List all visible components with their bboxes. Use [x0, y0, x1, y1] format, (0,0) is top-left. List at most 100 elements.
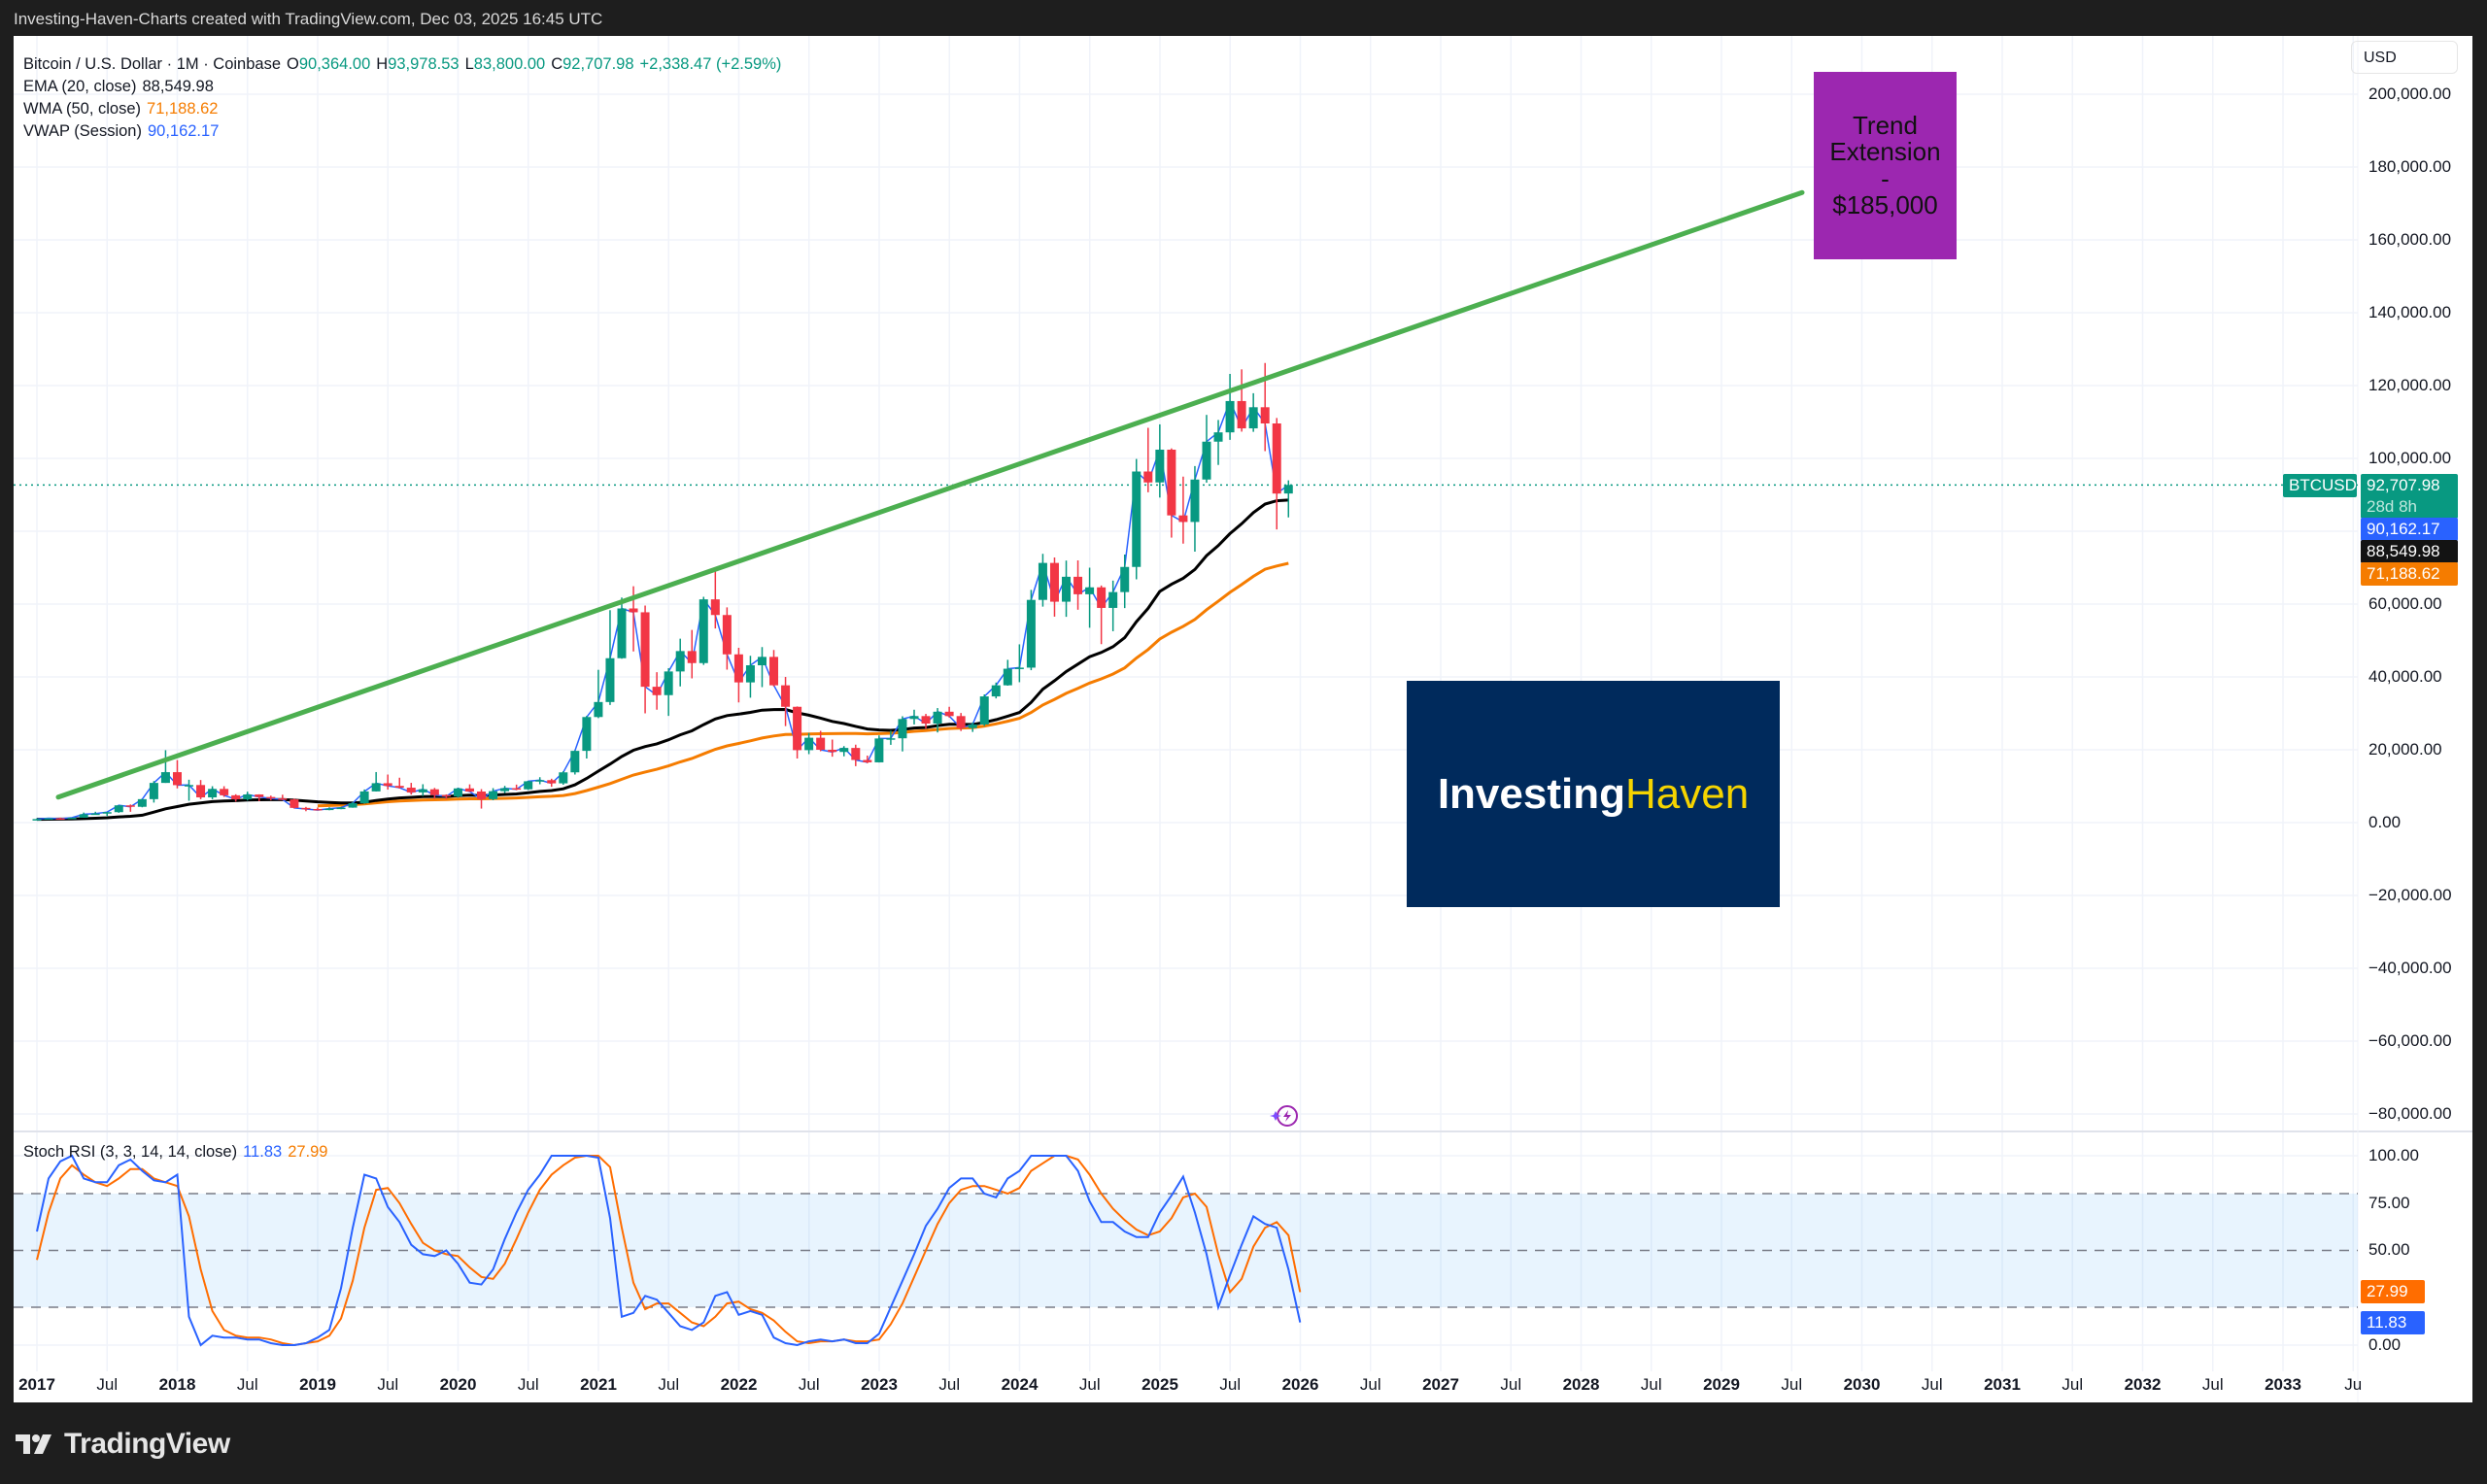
stoch-rsi-legend[interactable]: Stoch RSI (3, 3, 14, 14, close) 11.83 27.9… [23, 1143, 328, 1161]
candle-body [160, 772, 170, 784]
chart-panel[interactable]: Bitcoin / U.S. Dollar · 1M · Coinbase O90… [14, 36, 2472, 1402]
candle-body [32, 819, 42, 821]
ema-legend[interactable]: EMA (20, close) 88,549.98 [23, 78, 214, 95]
rsi-tick-label: 75.00 [2368, 1194, 2410, 1212]
candle-body [1073, 576, 1083, 594]
time-tick-label: 2025 [1141, 1375, 1178, 1394]
stoch-rsi-k-line [36, 1154, 1302, 1347]
candle-body [464, 788, 474, 793]
price-tick-label: −20,000.00 [2368, 886, 2452, 904]
candle-body [1155, 450, 1165, 483]
candle-body [278, 798, 288, 800]
time-tick-label: Jul [938, 1375, 961, 1394]
rsi-tick-label: 0.00 [2368, 1335, 2402, 1354]
time-tick-label: Jul [1781, 1375, 1803, 1394]
time-tick-label: 2017 [18, 1375, 55, 1394]
candle-body [1097, 587, 1107, 608]
candle-body [336, 807, 346, 810]
candle-body [1248, 407, 1258, 429]
time-tick-label: Jul [517, 1375, 539, 1394]
vwap-legend[interactable]: VWAP (Session) 90,162.17 [23, 122, 220, 140]
rsi-d-tag: 27.99 [2361, 1280, 2425, 1303]
candle-body [231, 794, 241, 800]
candle-body [1062, 576, 1072, 602]
candle-body [489, 791, 498, 799]
time-tick-label: Jul [2201, 1375, 2224, 1394]
price-tick-label: 160,000.00 [2368, 230, 2452, 249]
candle-body [1202, 441, 1211, 480]
trend-line [55, 189, 1805, 800]
time-tick-label: Jul [96, 1375, 119, 1394]
symbol-legend: Bitcoin / U.S. Dollar · 1M · Coinbase O90… [23, 55, 782, 73]
rsi-tick-label: 100.00 [2368, 1146, 2419, 1164]
time-tick-label: 2031 [1984, 1375, 2021, 1394]
price-tick-label: −80,000.00 [2368, 1104, 2452, 1123]
time-tick-label: 2019 [299, 1375, 336, 1394]
candle-body [956, 716, 966, 728]
candle-body [991, 685, 1001, 697]
candle-body [243, 794, 253, 800]
time-tick-label: Jul [1640, 1375, 1662, 1394]
candle-body [453, 788, 462, 797]
candle-body [383, 783, 392, 787]
low-value: 83,800.00 [473, 55, 546, 73]
open-value: 90,364.00 [298, 55, 371, 73]
time-tick-label: Ju [2344, 1375, 2363, 1394]
rsi-tick-label: 50.00 [2368, 1240, 2410, 1259]
symbol-tag: BTCUSD [2283, 474, 2357, 497]
candle-body [208, 789, 218, 798]
trend-extension-annotation[interactable]: Trend Extension - $185,000 [1814, 72, 1957, 259]
time-tick-label: Jul [1921, 1375, 1943, 1394]
candle-body [1167, 450, 1176, 516]
candle-body [1178, 515, 1188, 523]
stoch-rsi-d-line [36, 1155, 1302, 1347]
candle-body [733, 654, 743, 683]
candle-body [1225, 400, 1235, 433]
investinghaven-logo: Investing Haven [1407, 681, 1780, 907]
candle-body [79, 814, 88, 818]
candle-body [921, 716, 931, 724]
price-tick-label: −60,000.00 [2368, 1031, 2452, 1050]
candle-body [348, 803, 358, 808]
ema-line [36, 498, 1289, 822]
candle-body [44, 818, 53, 821]
candle-body [898, 719, 907, 739]
rsi-k-value: 11.83 [243, 1143, 283, 1161]
wma-value: 71,188.62 [147, 100, 219, 118]
close-value: 92,707.98 [562, 55, 634, 73]
candle-body [617, 608, 627, 658]
candle-body [324, 808, 334, 811]
candle-body [722, 615, 732, 655]
candle-body [1049, 562, 1059, 602]
time-tick-label: 2023 [861, 1375, 898, 1394]
candle-body [664, 671, 673, 695]
candle-body [1003, 668, 1012, 686]
candle-body [290, 799, 299, 808]
candle-body [851, 748, 861, 760]
tradingview-logo[interactable]: TradingView [16, 1428, 230, 1461]
candle-body [828, 750, 837, 753]
candle-body [185, 785, 194, 787]
candle-body [874, 738, 884, 762]
candle-body [1026, 599, 1036, 668]
candle-body [687, 651, 697, 663]
candle-body [1014, 667, 1024, 669]
price-tick-label: 0.00 [2368, 813, 2402, 831]
time-tick-label: 2029 [1703, 1375, 1740, 1394]
rsi-k-tag: 11.83 [2361, 1311, 2425, 1334]
price-chart[interactable] [14, 36, 2472, 1402]
currency-selector[interactable]: USD [2351, 41, 2458, 74]
candle-body [359, 791, 369, 804]
time-tick-label: 2032 [2124, 1375, 2162, 1394]
time-tick-label: Jul [1359, 1375, 1381, 1394]
wma-tag: 71,188.62 [2361, 562, 2458, 586]
price-tick-label: 100,000.00 [2368, 449, 2452, 467]
time-tick-label: Jul [1078, 1375, 1101, 1394]
wma-legend[interactable]: WMA (50, close) 71,188.62 [23, 100, 219, 118]
candle-body [418, 789, 427, 793]
candle-body [1108, 591, 1118, 608]
candle-body [67, 817, 77, 820]
candle-body [944, 711, 954, 717]
candle-body [886, 738, 896, 740]
candle-body [933, 711, 942, 724]
